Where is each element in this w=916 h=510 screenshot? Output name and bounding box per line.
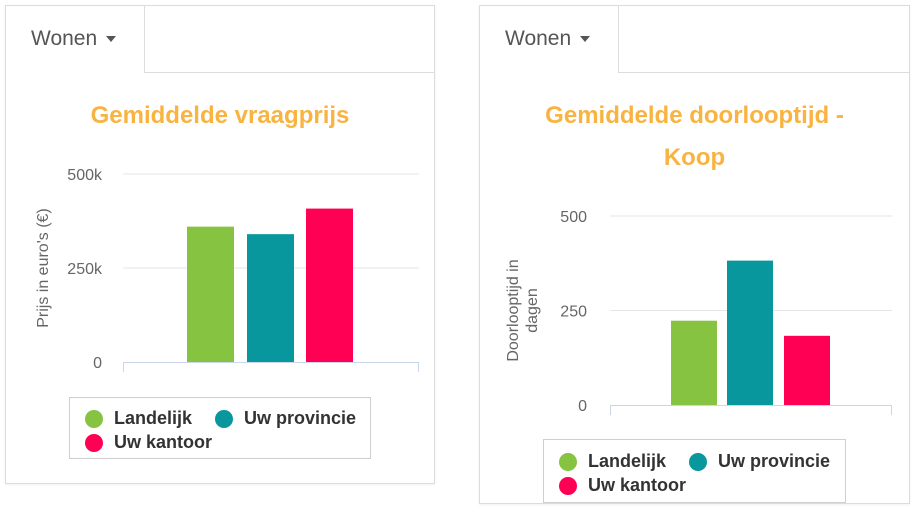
tab-bar: Wonen (6, 6, 434, 73)
chart-title-line: Gemiddelde vraagprijs (90, 102, 350, 129)
y-axis-label: Prijs in euro's (€) (35, 208, 52, 328)
y-axis-label-line: Doorlooptijd in (505, 259, 522, 361)
bar-2 (784, 335, 830, 405)
chart-title: Gemiddelde doorlooptijd - Koop (480, 95, 909, 179)
legend-label: Uw provincie (244, 408, 357, 428)
chart-panel-doorlooptijd: Wonen Gemiddelde doorlooptijd - Koop 0 25… (479, 5, 910, 504)
legend-item-uw-kantoor[interactable]: Uw kantoor (85, 432, 212, 453)
tab-label: Wonen (505, 27, 572, 50)
tab-wonen[interactable]: Wonen (6, 6, 145, 73)
legend-swatch-icon (559, 476, 577, 495)
y-axis-label: Doorlooptijd in dagen (505, 259, 541, 361)
caret-down-icon (580, 36, 591, 42)
y-axis-label-line: dagen (524, 288, 541, 333)
y-tick-label: 0 (578, 398, 587, 415)
legend-swatch-icon (689, 452, 707, 471)
legend-swatch-icon (215, 409, 233, 428)
chart-canvas: 0 250k 500k Prijs in euro's (€) (35, 167, 419, 372)
tab-bar: Wonen (480, 6, 909, 73)
chart-title-line: Koop (663, 144, 726, 171)
bar-0 (671, 320, 717, 405)
tab-wonen[interactable]: Wonen (480, 6, 619, 73)
legend-swatch-icon (85, 433, 103, 452)
chart-canvas: 0 250 500 Doorlooptijd in dagen (505, 209, 892, 415)
chart-title-line: Gemiddelde doorlooptijd - (545, 102, 844, 129)
y-tick-label: 0 (93, 355, 102, 372)
bar-0 (187, 226, 234, 362)
legend-swatch-icon (559, 452, 577, 471)
legend-label: Uw provincie (718, 451, 831, 471)
bar-1 (247, 234, 294, 362)
y-axis-label-line: Prijs in euro's (€) (35, 208, 52, 328)
chart-legend: Landelijk Uw provincie Uw kantoor (69, 397, 371, 459)
y-tick-label: 250k (67, 261, 103, 278)
y-tick-label: 250 (560, 304, 587, 321)
y-tick-label: 500 (560, 209, 587, 226)
bar-2 (306, 208, 353, 362)
legend-label: Landelijk (114, 408, 193, 428)
legend-item-landelijk[interactable]: Landelijk (559, 451, 666, 472)
legend-item-landelijk[interactable]: Landelijk (85, 408, 192, 429)
legend-label: Uw kantoor (588, 475, 687, 495)
y-tick-label: 500k (67, 167, 103, 184)
legend-item-uw-kantoor[interactable]: Uw kantoor (559, 475, 686, 496)
legend-item-uw-provincie[interactable]: Uw provincie (689, 451, 830, 472)
legend-swatch-icon (85, 409, 103, 428)
legend-label: Landelijk (588, 451, 667, 471)
legend-label: Uw kantoor (114, 432, 213, 452)
chart-title: Gemiddelde vraagprijs (6, 95, 434, 137)
bar-1 (727, 260, 773, 405)
tab-label: Wonen (31, 27, 98, 50)
caret-down-icon (106, 36, 117, 42)
legend-item-uw-provincie[interactable]: Uw provincie (215, 408, 356, 429)
chart-panel-vraagprijs: Wonen Gemiddelde vraagprijs 0 250k 500k Pri… (5, 5, 435, 484)
chart-legend: Landelijk Uw provincie Uw kantoor (543, 439, 846, 503)
